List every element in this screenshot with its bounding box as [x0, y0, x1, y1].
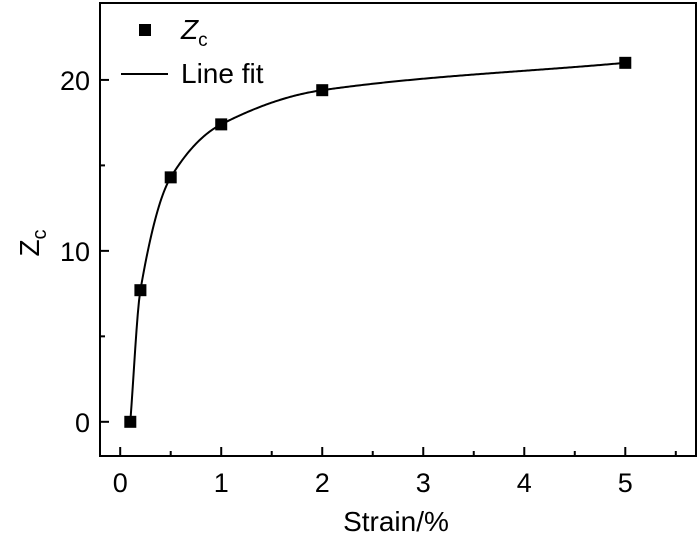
data-point [316, 84, 329, 97]
legend: Zc Line fit [121, 14, 264, 89]
x-axis-title: Strain/% [343, 506, 449, 535]
x-tick-label: 1 [214, 468, 229, 498]
x-tick-label: 3 [416, 468, 431, 498]
legend-marker-zc [139, 24, 151, 36]
y-axis: 0 10 20 [60, 66, 109, 438]
x-tick-label: 0 [113, 468, 128, 498]
data-point [134, 284, 147, 297]
x-tick-label: 4 [517, 468, 532, 498]
data-point [619, 56, 632, 69]
y-axis-title: Zc [14, 229, 51, 256]
legend-label-zc: Zc [180, 14, 208, 51]
y-axis-title-main: Z [14, 239, 45, 256]
legend-label-zc-sub: c [198, 30, 208, 51]
line-fit-curve [129, 61, 626, 422]
x-tick-label: 5 [618, 468, 633, 498]
y-tick-label: 0 [75, 408, 90, 438]
legend-label-zc-main: Z [180, 14, 199, 45]
x-tick-label: 2 [315, 468, 330, 498]
y-axis-title-sub: c [29, 229, 51, 239]
data-point [164, 171, 177, 184]
legend-label-line-fit: Line fit [181, 58, 264, 89]
data-points [124, 56, 632, 428]
y-tick-label: 20 [60, 66, 90, 96]
data-point [124, 415, 137, 428]
y-tick-label: 10 [60, 237, 90, 267]
x-axis: 0 1 2 3 4 5 [113, 447, 677, 498]
data-point [215, 118, 228, 131]
plot-frame [99, 2, 697, 457]
